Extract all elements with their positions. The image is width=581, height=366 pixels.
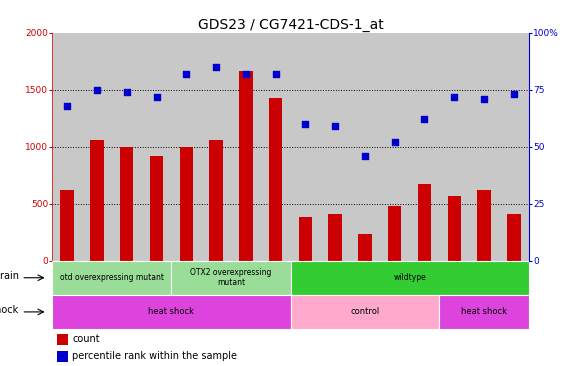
Bar <box>52 295 290 329</box>
Point <box>152 94 161 100</box>
Bar <box>180 147 193 261</box>
Bar <box>120 147 134 261</box>
Bar <box>57 334 67 344</box>
Title: GDS23 / CG7421-CDS-1_at: GDS23 / CG7421-CDS-1_at <box>198 18 383 32</box>
Bar <box>209 140 223 261</box>
Point <box>92 87 102 93</box>
Text: heat shock: heat shock <box>461 307 507 317</box>
Point <box>271 71 280 77</box>
Bar <box>358 235 372 261</box>
Text: percentile rank within the sample: percentile rank within the sample <box>72 351 237 361</box>
Point <box>241 71 250 77</box>
Bar <box>418 184 431 261</box>
Bar <box>439 295 529 329</box>
Bar <box>57 351 67 362</box>
Point <box>420 116 429 122</box>
Bar <box>171 261 290 295</box>
Bar <box>328 214 342 261</box>
Bar <box>290 295 439 329</box>
Text: wildtype: wildtype <box>393 273 426 282</box>
Bar <box>388 206 401 261</box>
Text: heat shock: heat shock <box>148 307 195 317</box>
Bar <box>299 217 312 261</box>
Bar <box>239 71 253 261</box>
Point <box>301 121 310 127</box>
Bar <box>507 214 521 261</box>
Point <box>331 123 340 129</box>
Bar <box>150 156 163 261</box>
Point <box>479 96 489 102</box>
Bar <box>447 196 461 261</box>
Point <box>122 89 131 95</box>
Point <box>211 64 221 70</box>
Text: OTX2 overexpressing
mutant: OTX2 overexpressing mutant <box>190 268 272 287</box>
Text: count: count <box>72 335 100 344</box>
Text: control: control <box>350 307 379 317</box>
Point <box>450 94 459 100</box>
Bar <box>90 140 103 261</box>
Bar <box>269 98 282 261</box>
Point <box>390 139 399 145</box>
Bar <box>290 261 529 295</box>
Text: otd overexpressing mutant: otd overexpressing mutant <box>60 273 164 282</box>
Text: strain: strain <box>0 271 19 281</box>
Point <box>360 153 370 159</box>
Text: shock: shock <box>0 305 19 315</box>
Bar <box>52 261 171 295</box>
Point <box>509 92 518 97</box>
Point <box>63 103 72 109</box>
Point <box>182 71 191 77</box>
Bar <box>60 190 74 261</box>
Bar <box>478 190 491 261</box>
